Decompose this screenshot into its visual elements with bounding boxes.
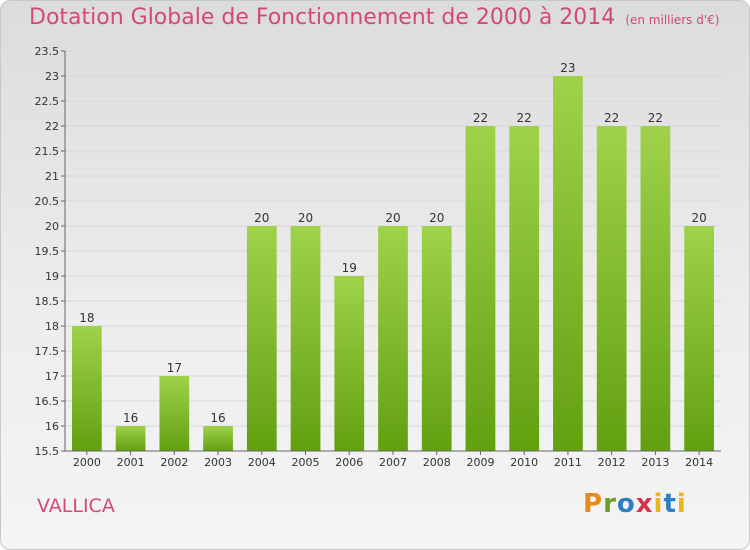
data-label: 20: [298, 211, 313, 225]
data-label: 20: [691, 211, 706, 225]
data-label: 23: [560, 61, 575, 75]
y-tick-label: 16: [45, 420, 59, 433]
bar: [421, 226, 452, 451]
bar: [246, 226, 277, 451]
y-tick-label: 21: [45, 170, 59, 183]
y-tick-label: 19.5: [35, 245, 60, 258]
bar: [378, 226, 408, 451]
bar: [640, 126, 671, 451]
data-label: 20: [385, 211, 400, 225]
bar: [553, 76, 583, 451]
x-tick-label: 2011: [554, 456, 582, 469]
y-tick-label: 18: [45, 320, 59, 333]
x-tick-label: 2012: [598, 456, 626, 469]
bar: [509, 126, 540, 451]
data-label: 20: [429, 211, 444, 225]
bar: [203, 426, 233, 451]
y-tick-label: 22.5: [35, 95, 60, 108]
x-tick-label: 2006: [335, 456, 363, 469]
bar: [596, 126, 627, 451]
data-label: 17: [167, 361, 182, 375]
commune-name: VALLICA: [37, 495, 115, 517]
data-label: 18: [79, 311, 94, 325]
data-label: 19: [342, 261, 357, 275]
bars: 18 16 17 16 20 20 19 20 20 22 22 23 22 22 20: [71, 61, 715, 451]
data-label: 22: [604, 111, 619, 125]
axes: 15.5 16 16.5 17 17.5 18 18.5 19 19.5 20 20.5 21 21.5…: [35, 45, 721, 469]
bar: [71, 326, 102, 451]
data-label: 22: [473, 111, 488, 125]
y-tick-label: 20: [45, 220, 59, 233]
x-tick-label: 2000: [73, 456, 101, 469]
y-tick-label: 23.5: [35, 45, 60, 58]
x-tick-label: 2014: [685, 456, 713, 469]
y-tick-label: 17: [45, 370, 59, 383]
bar: [290, 226, 321, 451]
x-tick-label: 2005: [292, 456, 320, 469]
x-tick-label: 2010: [510, 456, 538, 469]
x-tick-label: 2009: [466, 456, 494, 469]
bar: [465, 126, 496, 451]
x-tick-label: 2002: [160, 456, 188, 469]
x-tick-label: 2013: [641, 456, 669, 469]
x-tick-label: 2001: [117, 456, 145, 469]
y-tick-label: 16.5: [35, 395, 60, 408]
y-tick-label: 21.5: [35, 145, 60, 158]
y-tick-label: 18.5: [35, 295, 60, 308]
bar: [159, 376, 190, 451]
x-tick-label: 2008: [423, 456, 451, 469]
bar: [684, 226, 715, 451]
y-tick-label: 23: [45, 70, 59, 83]
x-tick-label: 2004: [248, 456, 276, 469]
bar: [115, 426, 146, 451]
unit-label: (en milliers d'€): [625, 13, 720, 27]
bar: [334, 276, 365, 451]
x-tick-label: 2007: [379, 456, 407, 469]
data-label: 16: [123, 411, 138, 425]
data-label: 22: [517, 111, 532, 125]
x-tick-label: 2003: [204, 456, 232, 469]
data-label: 22: [648, 111, 663, 125]
y-tick-label: 20.5: [35, 195, 60, 208]
y-tick-label: 22: [45, 120, 59, 133]
y-tick-label: 17.5: [35, 345, 60, 358]
y-tick-label: 19: [45, 270, 59, 283]
chart-title: Dotation Globale de Fonctionnement de 20…: [29, 5, 720, 30]
proxiti-logo: Proxiti: [583, 489, 687, 519]
data-label: 20: [254, 211, 269, 225]
data-label: 16: [210, 411, 225, 425]
y-tick-label: 15.5: [35, 445, 60, 458]
